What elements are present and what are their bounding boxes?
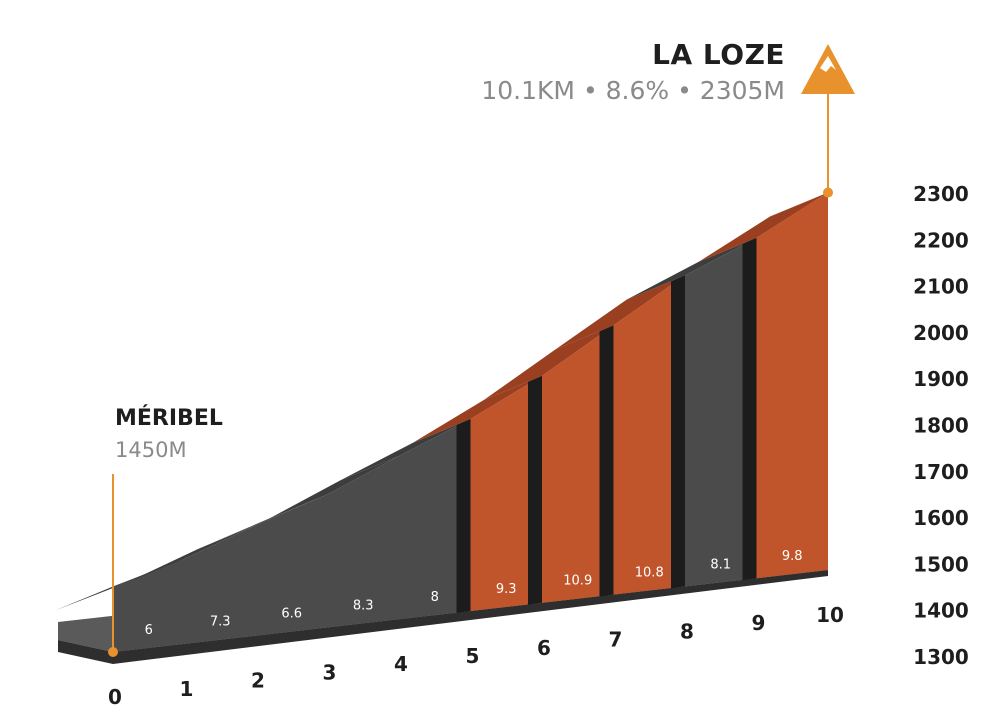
y-tick-label: 1500 bbox=[913, 552, 969, 576]
segment-top-3 bbox=[269, 455, 399, 519]
gradient-label: 9.3 bbox=[496, 582, 517, 597]
gradient-label: 7.3 bbox=[210, 615, 231, 630]
gradient-label: 9.8 bbox=[782, 549, 803, 564]
segment-divider-8 bbox=[671, 275, 685, 589]
segment-front-0 bbox=[113, 558, 185, 652]
segment-front-2 bbox=[256, 494, 328, 636]
x-tick-label: 7 bbox=[609, 628, 623, 652]
segment-front-5 bbox=[470, 375, 542, 611]
y-tick-label: 2200 bbox=[913, 228, 969, 252]
segment-front-4 bbox=[399, 418, 471, 620]
segment-top-5 bbox=[412, 375, 542, 443]
gradient-label: 8.3 bbox=[353, 598, 374, 613]
segment-top-2 bbox=[198, 494, 328, 549]
segment-top-8 bbox=[627, 237, 757, 300]
gradient-label: 10.8 bbox=[635, 566, 664, 581]
summit-marker-dot bbox=[823, 187, 833, 198]
x-tick-label: 3 bbox=[323, 660, 337, 684]
segment-top-7 bbox=[555, 275, 685, 350]
x-tick-label: 9 bbox=[752, 611, 766, 635]
x-tick-label: 0 bbox=[108, 685, 122, 709]
segment-divider-5 bbox=[456, 418, 471, 613]
y-tick-label: 1400 bbox=[913, 599, 969, 623]
profile-segments: 6 7.3 6.6 8.3 8 9.3 10.9 10.8 8.1 9.8 bbox=[55, 192, 828, 652]
y-tick-label: 1700 bbox=[913, 460, 969, 484]
start-name: MÉRIBEL bbox=[115, 406, 223, 431]
start-elevation: 1450M bbox=[115, 438, 187, 462]
start-marker-dot bbox=[108, 647, 118, 657]
x-tick-label: 5 bbox=[466, 644, 480, 668]
segment-top-1 bbox=[126, 524, 256, 583]
x-tick-label: 1 bbox=[180, 677, 194, 701]
segment-front-9 bbox=[756, 192, 828, 579]
segment-top-4 bbox=[341, 418, 471, 480]
segment-divider-7 bbox=[599, 325, 614, 597]
x-tick-label: 4 bbox=[394, 652, 408, 676]
segment-divider-6 bbox=[528, 375, 542, 605]
gradient-label: 6 bbox=[145, 623, 153, 638]
segment-top-9 bbox=[698, 192, 828, 262]
segment-front-6 bbox=[542, 325, 614, 603]
gradient-label: 6.6 bbox=[281, 607, 302, 622]
mountain-icon bbox=[801, 44, 855, 94]
y-tick-label: 1300 bbox=[913, 645, 969, 669]
summit-name: LA LOZE bbox=[652, 38, 785, 71]
profile-base-edge bbox=[58, 570, 828, 664]
x-tick-label: 10 bbox=[816, 603, 844, 627]
y-tick-label: 2000 bbox=[913, 321, 969, 345]
y-tick-label: 1800 bbox=[913, 414, 969, 438]
y-tick-label: 1600 bbox=[913, 506, 969, 530]
segment-front-8 bbox=[685, 237, 757, 587]
x-tick-label: 8 bbox=[680, 619, 694, 643]
gradient-label: 8.1 bbox=[710, 557, 731, 572]
x-tick-label: 6 bbox=[537, 636, 551, 660]
y-tick-label: 2300 bbox=[913, 182, 969, 206]
segment-divider-9 bbox=[742, 237, 757, 581]
segment-front-1 bbox=[184, 524, 256, 644]
x-tick-label: 2 bbox=[251, 669, 265, 693]
gradient-label: 10.9 bbox=[563, 574, 592, 589]
gradient-label: 8 bbox=[431, 590, 439, 605]
y-tick-label: 2100 bbox=[913, 275, 969, 299]
summit-stats: 10.1KM • 8.6% • 2305M bbox=[481, 76, 785, 105]
segment-front-3 bbox=[327, 455, 399, 628]
segment-top-6 bbox=[484, 325, 614, 400]
y-tick-label: 1900 bbox=[913, 367, 969, 391]
segment-front-7 bbox=[613, 275, 685, 595]
